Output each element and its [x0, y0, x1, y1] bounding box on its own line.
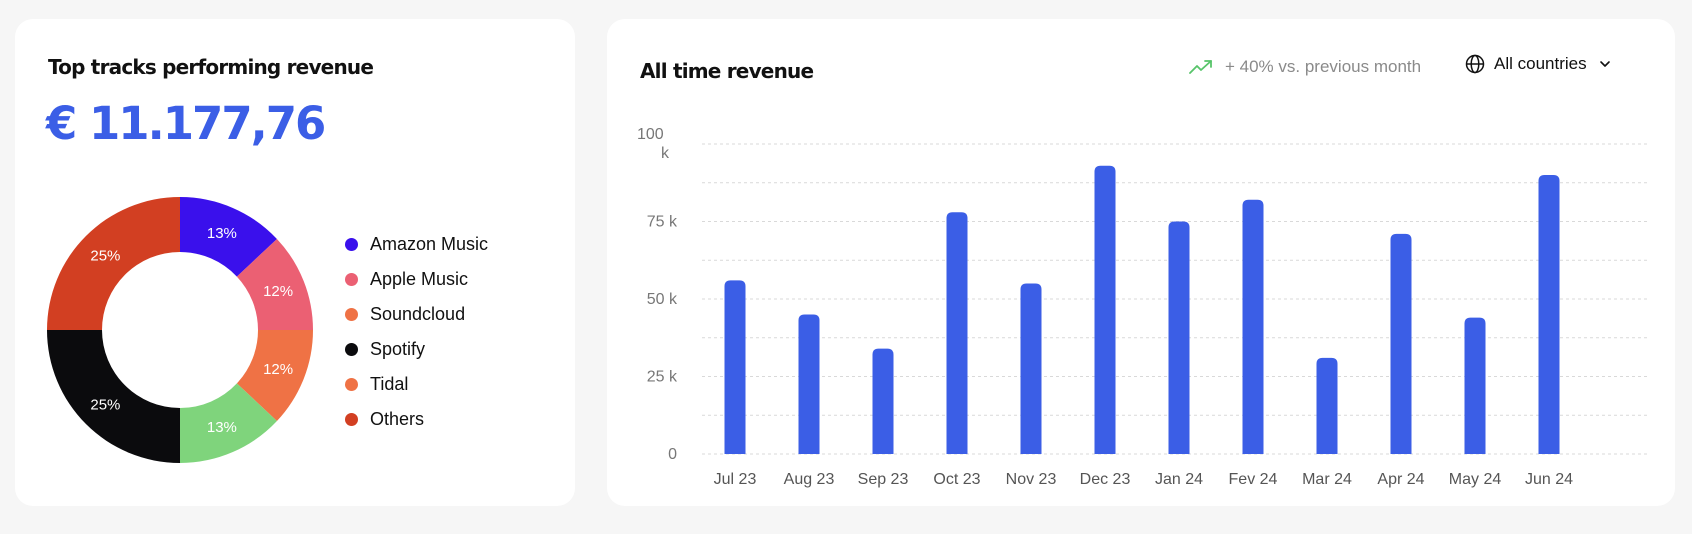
x-tick-label: Nov 23 — [1006, 471, 1057, 488]
bar — [1094, 165, 1116, 454]
x-tick-label: Jul 23 — [714, 471, 757, 488]
x-tick-label: Sep 23 — [858, 471, 909, 488]
trend-indicator: + 40% vs. previous month — [1189, 57, 1421, 77]
bar — [872, 348, 894, 454]
y-tick-label: 25 k — [647, 369, 678, 386]
donut-slice — [180, 197, 277, 277]
slice-label: 13% — [207, 225, 237, 242]
bar-chart: 0 25 k 50 k 75 k 100 k Jul 23 Aug 23 Sep 23 Oct 2… — [637, 126, 1647, 488]
legend-dot — [345, 308, 358, 321]
legend-dot — [345, 273, 358, 286]
y-tick-label: 100 — [637, 126, 664, 143]
donut-slice — [180, 383, 277, 463]
trend-text: + 40% vs. previous month — [1225, 57, 1422, 76]
y-tick-label: 75 k — [647, 214, 678, 231]
legend-label: Soundcloud — [370, 304, 466, 324]
legend-item: Soundcloud — [345, 297, 488, 332]
legend-item: Amazon Music — [345, 227, 488, 262]
legend-item: Spotify — [345, 332, 488, 367]
donut-slice — [236, 330, 313, 422]
x-tick-label: Oct 23 — [933, 471, 980, 488]
country-select[interactable]: All countries — [1465, 54, 1611, 74]
donut-slice — [236, 238, 313, 330]
slice-label: 13% — [207, 419, 237, 436]
trending-up-icon — [1189, 60, 1212, 74]
slice-label: 25% — [90, 247, 120, 264]
x-tick-label: Mar 24 — [1302, 471, 1352, 488]
slice-label: 12% — [263, 361, 293, 378]
x-tick-label: Fev 24 — [1229, 471, 1278, 488]
slice-label: 25% — [90, 397, 120, 414]
x-tick-label: Dec 23 — [1080, 471, 1131, 488]
card-title: All time revenue — [640, 59, 814, 83]
donut-slice — [47, 330, 180, 463]
bar — [724, 280, 746, 454]
legend-dot — [345, 413, 358, 426]
legend-dot — [345, 238, 358, 251]
x-tick-label: Jun 24 — [1525, 471, 1573, 488]
globe-icon — [1465, 54, 1485, 74]
bar — [1538, 175, 1560, 454]
bar — [1168, 221, 1190, 454]
x-tick-label: May 24 — [1449, 471, 1502, 488]
bar — [1390, 233, 1412, 454]
legend-label: Others — [370, 409, 425, 429]
revenue-breakdown-card: Top tracks performing revenue € 11.177,7… — [15, 19, 575, 506]
legend-dot — [345, 378, 358, 391]
donut-chart: 13% 12% 12% 13% 25% 25% — [47, 197, 313, 463]
legend-label: Tidal — [370, 374, 409, 394]
bar — [1242, 199, 1264, 454]
donut-slice — [47, 197, 180, 330]
all-time-revenue-card: All time revenue + 40% vs. previous mont… — [607, 19, 1675, 506]
chevron-down-icon — [1599, 61, 1610, 67]
y-tick-label: 50 k — [647, 291, 678, 308]
slice-label: 12% — [263, 283, 293, 300]
x-tick-label: Aug 23 — [784, 471, 835, 488]
x-tick-label: Apr 24 — [1377, 471, 1424, 488]
legend-item: Tidal — [345, 367, 488, 402]
legend-label: Spotify — [370, 339, 426, 359]
bar — [798, 314, 820, 454]
legend: Amazon Music Apple Music Soundcloud Spotify… — [345, 227, 488, 437]
x-tick-label: Jan 24 — [1155, 471, 1203, 488]
legend-item: Apple Music — [345, 262, 488, 297]
legend-label: Amazon Music — [370, 234, 489, 254]
y-tick-label: 0 — [668, 446, 677, 463]
bar — [1316, 357, 1338, 454]
y-tick-label: k — [661, 145, 670, 162]
bar — [946, 212, 968, 454]
legend-label: Apple Music — [370, 269, 469, 289]
bar — [1020, 283, 1042, 454]
country-select-value: All countries — [1494, 54, 1587, 73]
legend-item: Others — [345, 402, 488, 437]
card-title: Top tracks performing revenue — [48, 55, 374, 79]
bar — [1464, 317, 1486, 454]
legend-dot — [345, 343, 358, 356]
total-revenue: € 11.177,76 — [46, 97, 326, 150]
